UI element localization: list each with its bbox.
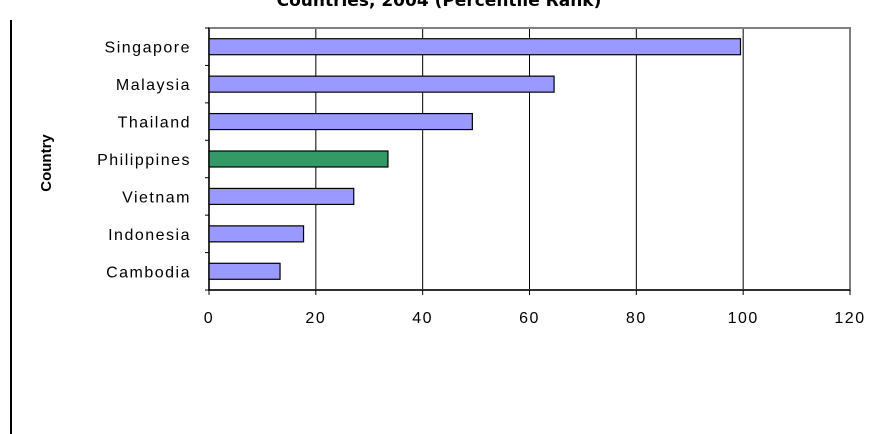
tick-label: 40	[412, 310, 433, 327]
tick-label: 120	[834, 310, 865, 327]
category-label: Thailand	[118, 115, 191, 132]
bar-singapore	[208, 38, 742, 56]
y-axis-label: Country	[38, 134, 55, 192]
bar-philippines	[208, 150, 389, 168]
category-label: Cambodia	[106, 264, 191, 281]
tick-label: 60	[519, 310, 540, 327]
tick-label: 20	[305, 310, 326, 327]
bar-indonesia	[208, 225, 305, 243]
axes	[205, 27, 851, 295]
category-label: Malaysia	[116, 77, 191, 94]
category-labels: Singapore Malaysia Thailand Philippines Viet…	[97, 40, 191, 282]
bars	[208, 38, 742, 280]
chart-title: Countries, 2004 (Percentile Rank)	[276, 0, 602, 11]
chart-outer-border	[10, 20, 12, 434]
category-label: Indonesia	[108, 227, 191, 244]
tick-label: 0	[204, 310, 214, 327]
tick-label: 80	[626, 310, 647, 327]
tick-labels: 0 20 40 60 80 100 120	[204, 310, 865, 327]
bar-cambodia	[208, 262, 281, 280]
tick-label: 100	[728, 310, 759, 327]
bar-malaysia	[208, 75, 555, 93]
category-label: Vietnam	[122, 189, 191, 206]
bar-vietnam	[208, 187, 355, 206]
bar-thailand	[208, 112, 473, 131]
category-label: Singapore	[105, 40, 191, 57]
category-label: Philippines	[97, 152, 191, 169]
